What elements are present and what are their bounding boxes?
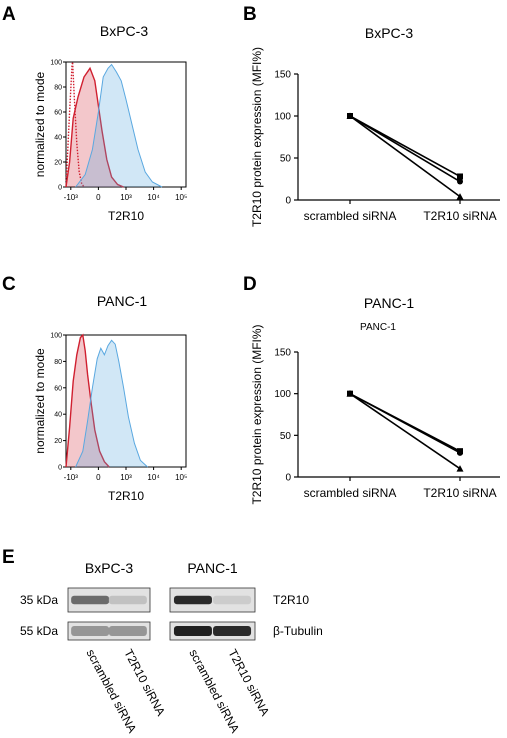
y-tick-label: 20 xyxy=(54,160,62,167)
blot-band xyxy=(213,626,252,636)
x-tick-label: 10⁴ xyxy=(147,193,160,202)
series-line xyxy=(349,392,461,454)
panel-c-title: PANC-1 xyxy=(97,293,148,309)
blot-band xyxy=(71,626,110,636)
y-tick-label: 80 xyxy=(54,359,62,366)
blot-lane-label: T2R10 siRNA xyxy=(225,647,272,718)
blot-band xyxy=(108,595,147,605)
isotype-fill xyxy=(66,68,124,187)
x-tick-label: T2R10 siRNA xyxy=(423,486,496,500)
x-tick-label: 0 xyxy=(96,193,101,202)
y-tick-label: 60 xyxy=(54,110,62,117)
y-axis-label: T2R10 protein expression (MFI%) xyxy=(250,47,264,227)
series-line xyxy=(349,115,461,198)
antibody-fill xyxy=(75,64,162,187)
circle-marker xyxy=(457,449,463,456)
isotype-curve xyxy=(65,333,110,468)
y-tick-label: 20 xyxy=(54,438,62,445)
square-marker xyxy=(457,173,463,180)
y-tick-label: 100 xyxy=(274,389,291,400)
panel-letter-C: C xyxy=(2,274,16,295)
x-axis-label: T2R10 xyxy=(108,209,144,223)
x-tick-label: 10³ xyxy=(120,193,132,202)
panel-d-title: PANC-1 xyxy=(364,295,415,311)
x-tick-label: 10⁴ xyxy=(147,473,160,482)
blot-protein-label: β-Tubulin xyxy=(273,624,323,638)
antibody-curve xyxy=(75,63,163,188)
panel-letter-A: A xyxy=(2,4,16,25)
y-tick-label: 150 xyxy=(274,348,291,359)
isotype-fill xyxy=(66,335,110,467)
y-tick-label: 150 xyxy=(274,70,291,81)
blot-group-label: PANC-1 xyxy=(187,560,238,576)
x-tick-label: T2R10 siRNA xyxy=(423,209,496,223)
blot-band xyxy=(71,595,110,605)
triangle-marker xyxy=(456,193,464,200)
blot-band xyxy=(173,595,212,605)
series-line xyxy=(349,393,461,470)
x-tick-label: 10⁵ xyxy=(175,473,187,482)
y-tick-label: 0 xyxy=(58,465,62,472)
y-tick-label: 50 xyxy=(280,154,292,165)
blot-band xyxy=(213,595,252,605)
y-tick-label: 60 xyxy=(54,385,62,392)
y-tick-label: 100 xyxy=(50,60,62,67)
x-tick-label: scrambled siRNA xyxy=(304,486,397,500)
y-tick-label: 0 xyxy=(58,185,62,192)
x-tick-label: -10³ xyxy=(64,473,79,482)
isotype-curve xyxy=(65,66,124,188)
panel-b-title: BxPC-3 xyxy=(365,25,413,41)
x-tick-label: 10³ xyxy=(120,473,132,482)
x-axis-label: T2R10 xyxy=(108,489,144,503)
panel-letter-E: E xyxy=(2,547,15,568)
panel-d-subtitle: PANC-1 xyxy=(360,322,396,333)
y-axis-label: T2R10 protein expression (MFI%) xyxy=(250,324,264,504)
y-tick-label: 100 xyxy=(274,112,291,123)
panel-letter-D: D xyxy=(243,274,257,295)
panel-letter-B: B xyxy=(243,4,257,25)
y-tick-label: 50 xyxy=(280,431,292,442)
y-axis-label: normalized to mode xyxy=(33,71,47,177)
x-tick-label: 10⁵ xyxy=(175,193,187,202)
x-tick-label: -10³ xyxy=(64,193,79,202)
blot-band xyxy=(173,626,212,636)
line-chart-panc1: 0 50 100 150 scrambled siRNA T2R10 siRNA T2R10… xyxy=(250,324,500,505)
series-line xyxy=(349,115,461,183)
antibody-curve xyxy=(75,339,148,468)
blot-protein-label: T2R10 xyxy=(273,593,309,607)
line-chart-bxpc3: 0 50 100 150 scrambled siRNA T2R10 siRNA T2R10… xyxy=(250,47,500,227)
blot-band xyxy=(108,626,147,636)
circle-marker xyxy=(457,178,463,185)
x-tick-label: scrambled siRNA xyxy=(304,209,397,223)
y-tick-label: 0 xyxy=(285,473,291,484)
blot-group-label: BxPC-3 xyxy=(85,560,133,576)
blot-size-label: 35 kDa xyxy=(20,593,58,607)
y-tick-label: 40 xyxy=(54,135,62,142)
y-tick-label: 0 xyxy=(285,196,291,207)
antibody-fill xyxy=(75,340,148,467)
triangle-marker xyxy=(346,112,354,119)
blot-size-label: 55 kDa xyxy=(20,624,58,638)
x-tick-label: 0 xyxy=(96,473,101,482)
triangle-marker xyxy=(346,390,354,397)
y-tick-label: 100 xyxy=(50,333,62,340)
triangle-marker xyxy=(456,465,464,472)
y-tick-label: 40 xyxy=(54,412,62,419)
y-axis-label: normalized to mode xyxy=(33,348,47,454)
y-tick-label: 80 xyxy=(54,85,62,92)
panel-a-title: BxPC-3 xyxy=(100,23,148,39)
